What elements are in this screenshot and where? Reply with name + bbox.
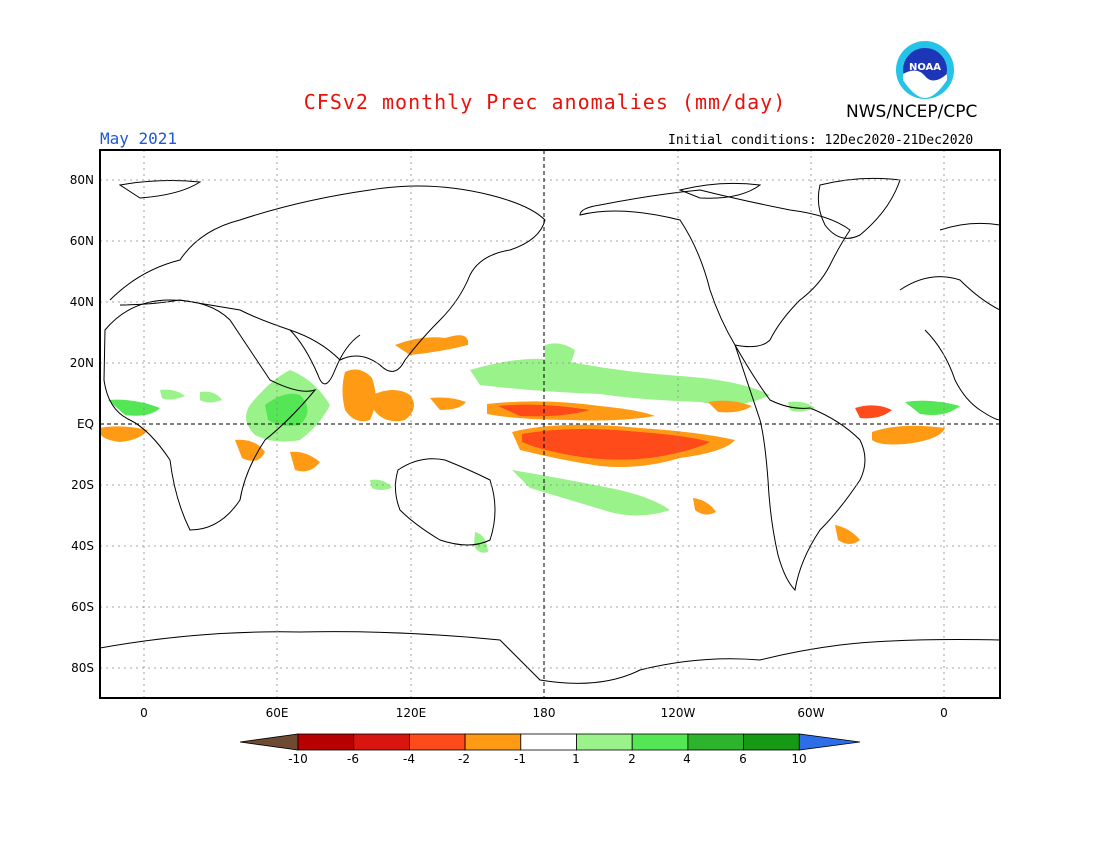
- colorbar-label: 1: [572, 752, 580, 766]
- map-frame: [99, 149, 1001, 699]
- lat-label-40n: 40N: [69, 295, 94, 309]
- lat-label-eq: EQ: [76, 417, 94, 431]
- anomaly-shading: [100, 335, 960, 553]
- lat-label-40s: 40S: [71, 539, 94, 553]
- colorbar-arrow-low: [239, 733, 299, 751]
- colorbar-swatch: [576, 733, 633, 751]
- lat-label-20n: 20N: [69, 356, 94, 370]
- forecast-month: May 2021: [100, 129, 178, 148]
- colorbar-swatch: [631, 733, 689, 751]
- colorbar-label: 2: [628, 752, 636, 766]
- map-title: CFSv2 monthly Prec anomalies (mm/day): [303, 90, 787, 114]
- colorbar-label: -10: [288, 752, 308, 766]
- noaa-logo: NOAA: [896, 41, 954, 99]
- lon-label-120e: 120E: [395, 706, 427, 720]
- colorbar-label: -4: [403, 752, 415, 766]
- colorbar-label: 4: [683, 752, 691, 766]
- svg-text:NOAA: NOAA: [909, 62, 941, 73]
- lon-label-0-east: 0: [940, 706, 948, 720]
- colorbar-swatch: [353, 733, 410, 751]
- colorbar: [239, 733, 861, 751]
- colorbar-arrow-high: [798, 733, 861, 751]
- lat-label-20s: 20S: [71, 478, 94, 492]
- colorbar-label: -1: [514, 752, 526, 766]
- lat-label-80n: 80N: [69, 173, 94, 187]
- lat-label-80s: 80S: [71, 661, 94, 675]
- colorbar-label: 6: [739, 752, 747, 766]
- lat-label-60s: 60S: [71, 600, 94, 614]
- graticule: [100, 150, 1000, 698]
- lat-label-60n: 60N: [69, 234, 94, 248]
- lon-label-120w: 120W: [660, 706, 696, 720]
- lon-label-60e: 60E: [265, 706, 289, 720]
- lon-label-180: 180: [532, 706, 556, 720]
- colorbar-label: -2: [458, 752, 470, 766]
- colorbar-swatch: [520, 733, 577, 751]
- colorbar-swatch: [687, 733, 745, 751]
- colorbar-label: -6: [347, 752, 359, 766]
- org-label: NWS/NCEP/CPC: [846, 102, 978, 122]
- initial-conditions: Initial conditions: 12Dec2020-21Dec2020: [668, 133, 974, 148]
- colorbar-swatch: [743, 733, 800, 751]
- colorbar-swatch: [408, 733, 466, 751]
- coastlines: [100, 177, 1000, 684]
- lon-label-0-west: 0: [140, 706, 148, 720]
- colorbar-label: 10: [791, 752, 807, 766]
- lon-label-60w: 60W: [797, 706, 825, 720]
- colorbar-swatch: [297, 733, 355, 751]
- colorbar-swatch: [464, 733, 522, 751]
